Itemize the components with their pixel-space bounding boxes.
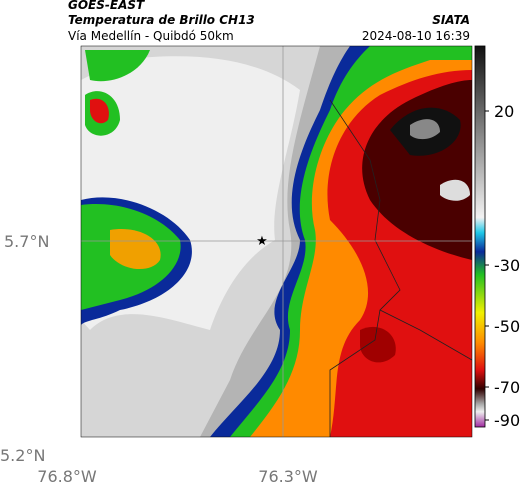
colorbar-tick-label: -50 [494, 317, 520, 336]
svg-text:★: ★ [256, 234, 268, 249]
colorbar-tick-label: -30 [494, 256, 520, 275]
colorbar-tick-label: -70 [494, 378, 520, 397]
colorbar-ticks: 20 -30 -50 -70 -90 [485, 102, 520, 430]
colorbar [474, 45, 486, 428]
colorbar-tick-label: -90 [494, 411, 520, 430]
lat-label: 5.2°N [0, 446, 45, 465]
source: SIATA [432, 13, 470, 27]
route: Vía Medellín - Quibdó 50km [68, 29, 234, 43]
lon-label: 76.3°W [258, 467, 318, 486]
satellite-image: ★ [81, 46, 472, 437]
lon-label: 76.8°W [37, 467, 97, 486]
title: GOES-EAST [68, 0, 145, 12]
subtitle: Temperatura de Brillo CH13 [68, 13, 255, 27]
lat-label: 5.7°N [4, 232, 49, 251]
colorbar-tick-label: 20 [494, 102, 514, 121]
datetime: 2024-08-10 16:39 [362, 29, 470, 43]
